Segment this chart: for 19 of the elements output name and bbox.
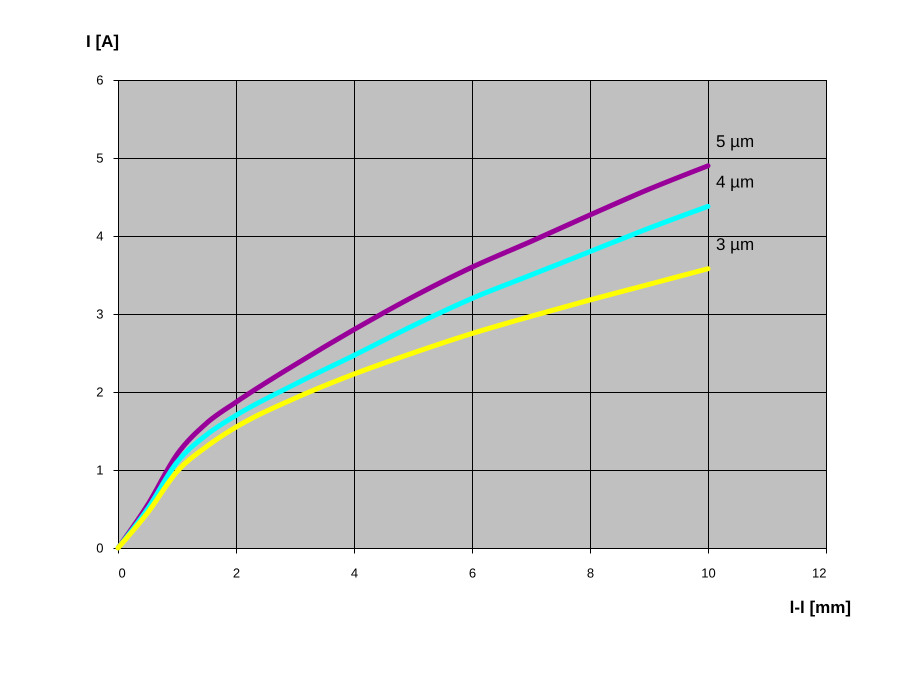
y-tick-label: 2: [96, 384, 104, 400]
y-tick-label: 5: [96, 150, 104, 166]
y-tick-label: 3: [96, 306, 104, 322]
x-tick-label: 2: [232, 566, 240, 580]
y-tick-label: 0: [96, 540, 104, 556]
x-tick-label: 4: [350, 566, 358, 580]
x-tick-label: 12: [812, 566, 826, 580]
x-tick-label: 6: [468, 566, 476, 580]
y-tick-label: 6: [96, 72, 104, 88]
y-tick-label: 1: [96, 462, 104, 478]
series-label: 3 µm: [716, 234, 754, 254]
x-axis-title: l-l [mm]: [790, 598, 851, 617]
x-tick-label: 0: [118, 566, 126, 580]
y-tick-label: 4: [96, 228, 104, 244]
x-tick-label: 10: [701, 566, 716, 580]
series-label: 5 µm: [716, 132, 754, 151]
y-axis-title: I [A]: [86, 32, 120, 51]
series-label: 4 µm: [716, 172, 754, 192]
x-tick-label: 8: [586, 566, 594, 580]
